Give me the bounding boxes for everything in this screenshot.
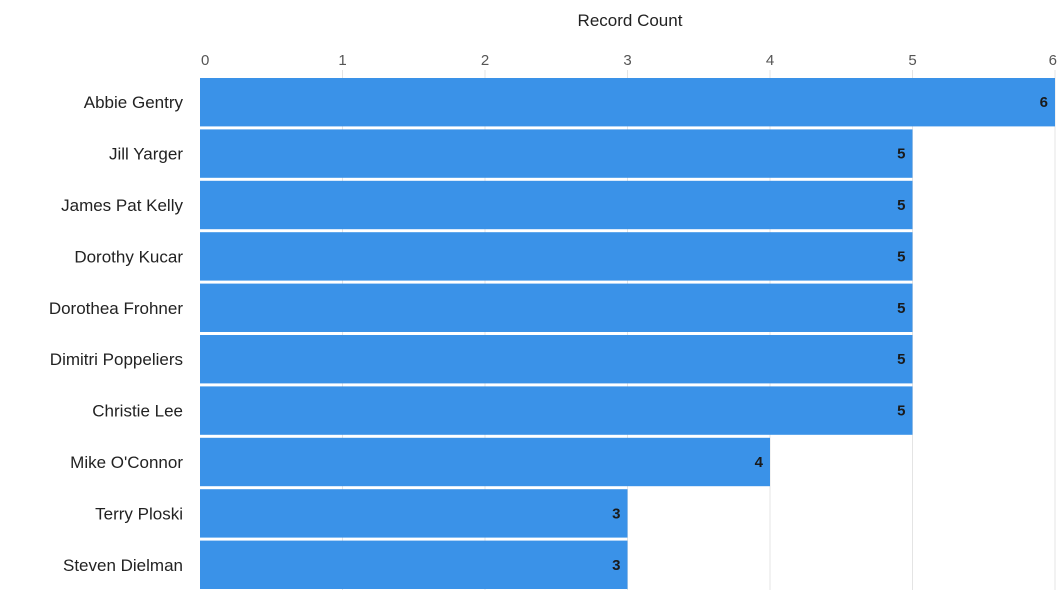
category-label: Terry Ploski	[95, 504, 183, 523]
category-label: Dimitri Poppeliers	[50, 350, 183, 369]
bar-value-label: 5	[897, 197, 905, 214]
bar-value-label: 5	[897, 248, 905, 265]
x-axis-title: Record Count	[578, 11, 683, 30]
category-label: Christie Lee	[92, 402, 183, 421]
bar-value-label: 6	[1040, 94, 1048, 111]
category-label: James Pat Kelly	[61, 196, 183, 215]
data-labels: 6 5 5 5 5 5 5 4 3 3	[612, 94, 1048, 574]
bar[interactable]	[200, 129, 913, 178]
bar[interactable]	[200, 489, 628, 538]
x-tick-label: 0	[201, 52, 209, 69]
bar[interactable]	[200, 335, 913, 384]
x-tick-label: 5	[908, 52, 916, 69]
bar-value-label: 5	[897, 300, 905, 317]
bar-value-label: 4	[755, 454, 764, 471]
bars	[200, 78, 1055, 589]
bar-value-label: 5	[897, 146, 905, 163]
bar[interactable]	[200, 232, 913, 281]
category-label: Steven Dielman	[63, 556, 183, 575]
category-label: Mike O'Connor	[70, 453, 183, 472]
category-label: Jill Yarger	[109, 145, 183, 164]
x-tick-label: 6	[1049, 52, 1057, 69]
bar[interactable]	[200, 540, 628, 589]
category-label: Dorothea Frohner	[49, 299, 184, 318]
bar[interactable]	[200, 437, 770, 487]
category-label: Dorothy Kucar	[74, 247, 183, 266]
x-tick-label: 4	[766, 52, 774, 69]
x-tick-label: 1	[338, 52, 346, 69]
bar-value-label: 3	[612, 505, 620, 522]
category-label: Abbie Gentry	[84, 93, 184, 112]
bar-value-label: 5	[897, 351, 905, 368]
bar-value-label: 3	[612, 557, 620, 574]
bar[interactable]	[200, 78, 1055, 127]
x-tick-label: 3	[623, 52, 631, 69]
bar[interactable]	[200, 180, 913, 230]
bar[interactable]	[200, 386, 913, 435]
x-axis-ticks: 0 1 2 3 4 5 6	[201, 52, 1057, 69]
x-tick-label: 2	[481, 52, 489, 69]
category-labels: Abbie Gentry Jill Yarger James Pat Kelly Do…	[49, 93, 184, 575]
bar-value-label: 5	[897, 403, 905, 420]
bar[interactable]	[200, 283, 913, 332]
